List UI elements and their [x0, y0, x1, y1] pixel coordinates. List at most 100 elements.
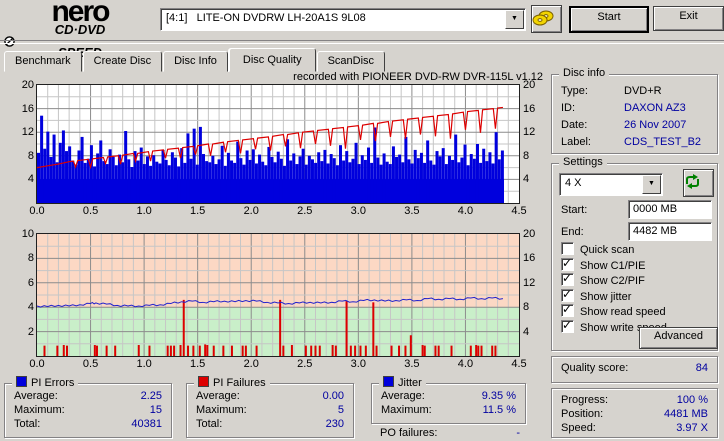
pie-average-label: Average:	[14, 390, 58, 402]
checkbox-label: Show C1/PIE	[580, 259, 646, 272]
refresh-icon	[686, 174, 699, 189]
refresh-button[interactable]	[683, 169, 714, 197]
disc-type-label: Type:	[561, 85, 588, 97]
position-value: 4481 MB	[663, 408, 708, 420]
pie-maximum-label: Maximum:	[14, 404, 65, 416]
checkbox-box[interactable]: ✓	[561, 255, 574, 271]
drive-selector-arrow-button[interactable]: ▼	[505, 10, 524, 29]
pif-total-label: Total:	[196, 418, 223, 430]
axis-tick-label: 0.5	[82, 205, 99, 217]
checkbox-box[interactable]: ✓	[561, 302, 574, 318]
progress-label: Progress:	[561, 394, 609, 406]
axis-tick-label: 20	[523, 79, 536, 91]
pi-errors-legend: PI Errors	[12, 376, 79, 389]
checkbox-show-c1-pie[interactable]: ✓ Show C1/PIE	[561, 255, 646, 272]
checkbox-box[interactable]: ✓	[561, 271, 574, 287]
scan-speed-dropdown[interactable]: 4 X ▼	[559, 173, 663, 196]
check-mark-icon: ✓	[562, 286, 573, 301]
chevron-down-icon: ▼	[511, 15, 518, 22]
axis-tick-label: 20	[21, 79, 34, 91]
scan-speed-arrow-button[interactable]: ▼	[642, 175, 661, 194]
po-failures-label: PO failures:	[380, 427, 438, 439]
check-mark-icon: ✓	[562, 318, 573, 332]
axis-tick-label: 1.5	[190, 358, 206, 370]
pie-average-value: 2.25	[140, 390, 162, 402]
pi-errors-chart	[36, 84, 520, 204]
tab-disc-info[interactable]: Disc Info	[163, 51, 228, 72]
end-position-field[interactable]: 4482 MB	[628, 222, 712, 241]
axis-tick-label: 16	[523, 252, 536, 265]
disc-label-value: CDS_TEST_B2	[624, 136, 702, 148]
tab-bar: Benchmark Create Disc Disc Info Disc Qualit…	[4, 48, 386, 72]
disc-id-value: DAXON AZ3	[624, 102, 686, 114]
jitter-maximum-value: 11.5 %	[482, 404, 516, 416]
axis-tick-label: 0.0	[29, 205, 45, 217]
pie-total-label: Total:	[14, 418, 41, 430]
axis-tick-label: 8	[27, 149, 34, 162]
pif-maximum-label: Maximum:	[196, 404, 247, 416]
pi-failures-legend: PI Failures	[194, 376, 270, 389]
jitter-swatch	[383, 376, 394, 387]
checkbox-box[interactable]	[561, 242, 574, 255]
tab-disc-quality[interactable]: Disc Quality	[228, 48, 316, 72]
pif-maximum-value: 5	[337, 404, 344, 416]
pi-errors-swatch	[16, 376, 27, 387]
scan-speed-value: 4 X	[565, 177, 582, 189]
checkbox-show-read-speed[interactable]: ✓ Show read speed	[561, 302, 666, 318]
exit-button[interactable]: Exit	[653, 6, 724, 31]
axis-tick-label: 4.5	[511, 205, 527, 217]
eject-discs-button[interactable]	[531, 5, 562, 33]
check-mark-icon: ✓	[562, 271, 573, 286]
axis-tick-label: 10	[21, 228, 34, 240]
axis-tick-label: 2.5	[297, 205, 313, 217]
quality-score-label: Quality score:	[561, 362, 629, 374]
checkbox-label: Show jitter	[580, 290, 632, 303]
pif-average-value: 0.00	[322, 390, 344, 402]
checkbox-show-c2-pif[interactable]: ✓ Show C2/PIF	[561, 271, 645, 287]
axis-tick-label: 8	[27, 252, 34, 265]
tab-benchmark[interactable]: Benchmark	[4, 51, 82, 72]
disc-info-legend: Disc info	[559, 67, 610, 79]
axis-tick-label: 8	[523, 301, 530, 314]
jitter-legend: Jitter	[379, 376, 426, 389]
checkbox-box[interactable]: ✓	[561, 286, 574, 302]
jitter-stats-box: Jitter Average: 9.35 % Maximum: 11.5 %	[371, 376, 526, 424]
checkbox-quick-scan[interactable]: Quick scan	[561, 242, 634, 256]
checkbox-show-jitter[interactable]: ✓ Show jitter	[561, 286, 632, 303]
start-position-label: Start:	[561, 204, 588, 216]
axis-tick-label: 20	[523, 228, 536, 240]
header-divider	[0, 40, 724, 44]
axis-tick-label: 3.0	[350, 358, 366, 370]
axis-tick-label: 0.0	[29, 358, 45, 370]
axis-tick-label: 16	[523, 102, 536, 115]
advanced-button[interactable]: Advanced	[639, 327, 718, 349]
progress-value: 100 %	[676, 394, 708, 406]
nero-logo: nero CD·DVDSPEED	[4, 0, 156, 59]
axis-tick-label: 3.5	[404, 358, 420, 370]
disc-id-label: ID:	[561, 102, 576, 114]
start-button[interactable]: Start	[569, 6, 649, 33]
pie-total-value: 40381	[131, 418, 162, 430]
check-mark-icon: ✓	[562, 255, 573, 270]
drive-selector-dropdown[interactable]: [4:1] LITE-ON DVDRW LH-20A1S 9L08 ▼	[160, 8, 526, 31]
start-position-field[interactable]: 0000 MB	[628, 200, 712, 219]
checkbox-box[interactable]: ✓	[561, 318, 574, 333]
pie-maximum-value: 15	[149, 404, 162, 416]
pi-failures-stats-box: PI Failures Average: 0.00 Maximum: 5 Tot…	[186, 376, 354, 438]
quality-score-value: 84	[695, 362, 708, 374]
speed-value: 3.97 X	[676, 422, 708, 434]
pi-errors-stats-box: PI Errors Average: 2.25 Maximum: 15 Tota…	[4, 376, 172, 438]
axis-tick-label: 2.5	[297, 358, 313, 370]
discs-icon	[532, 10, 554, 26]
axis-tick-label: 12	[523, 276, 536, 289]
drive-selector-value: [4:1] LITE-ON DVDRW LH-20A1S 9L08	[166, 12, 366, 24]
disc-label-label: Label:	[561, 136, 591, 148]
axis-tick-label: 8	[523, 149, 530, 162]
tab-scandisc[interactable]: ScanDisc	[316, 51, 386, 72]
axis-tick-label: 4	[523, 325, 530, 338]
chevron-down-icon: ▼	[648, 180, 655, 187]
tab-create-disc[interactable]: Create Disc	[82, 51, 163, 72]
jitter-maximum-label: Maximum:	[381, 404, 432, 416]
axis-tick-label: 3.5	[404, 205, 420, 217]
